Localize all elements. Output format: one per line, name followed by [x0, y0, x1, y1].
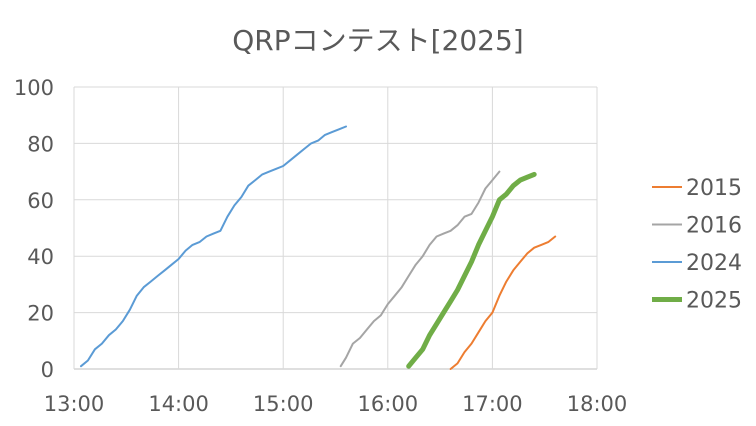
y-tick-label: 40 [27, 245, 54, 269]
y-tick-label: 0 [41, 358, 54, 382]
x-tick-label: 15:00 [253, 392, 314, 416]
legend-item-2015: 2015 [652, 176, 742, 201]
y-tick-label: 60 [27, 189, 54, 213]
legend-label: 2025 [686, 289, 742, 314]
y-axis: 0 20 40 60 80 100 [14, 76, 54, 382]
gridlines [73, 86, 598, 370]
series-line-2016 [339, 170, 501, 368]
plot-area [80, 125, 557, 370]
x-tick-label: 14:00 [148, 392, 209, 416]
x-tick-label: 18:00 [567, 392, 628, 416]
y-tick-label: 80 [27, 132, 54, 156]
series-line-2025 [406, 171, 537, 369]
series-line-2015 [449, 235, 557, 370]
legend-item-2016: 2016 [652, 214, 742, 239]
y-tick-label: 20 [27, 302, 54, 326]
legend-item-2024: 2024 [652, 251, 742, 276]
series-line-2024 [80, 125, 347, 368]
y-tick-label: 100 [14, 76, 54, 100]
legend-label: 2024 [686, 251, 742, 276]
legend-item-2025: 2025 [652, 289, 742, 314]
legend-label: 2015 [686, 176, 742, 201]
x-tick-label: 16:00 [358, 392, 419, 416]
x-tick-label: 17:00 [462, 392, 523, 416]
x-tick-label: 13:00 [44, 392, 105, 416]
chart-title: QRPコンテスト[2025] [232, 24, 524, 57]
x-axis: 13:00 14:00 15:00 16:00 17:00 18:00 [44, 392, 628, 416]
legend: 2015 2016 2024 2025 [652, 176, 742, 314]
legend-label: 2016 [686, 214, 742, 239]
